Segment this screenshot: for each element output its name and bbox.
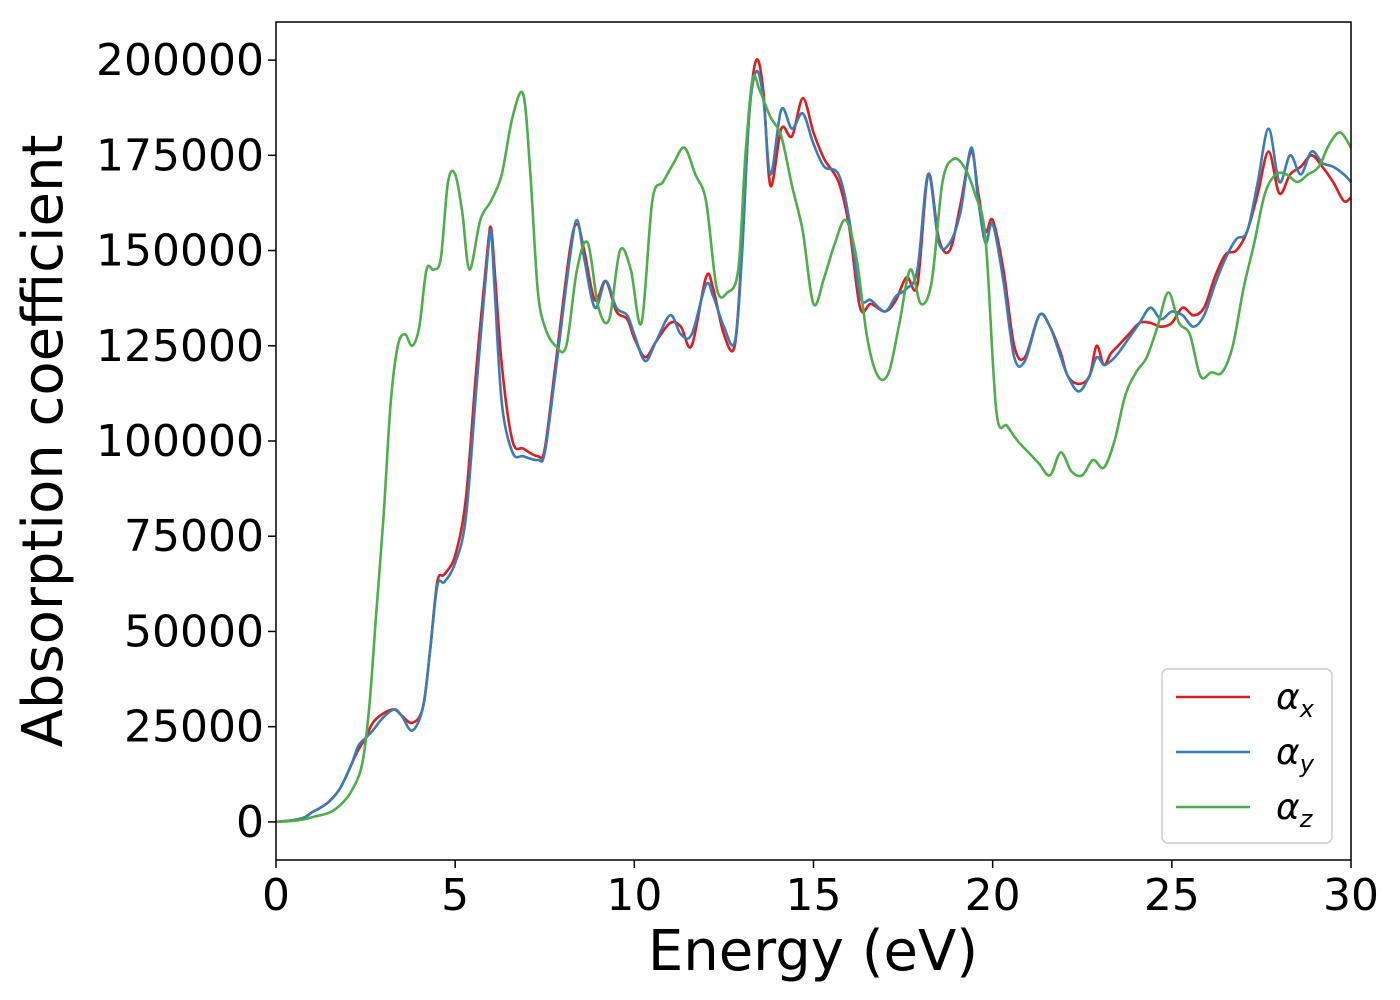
x-tick-label: 30 [1323,870,1379,921]
x-tick-label: 10 [606,870,662,921]
y-tick-label: 75000 [124,511,264,562]
y-tick-label: 200000 [96,35,264,86]
series-line-z [275,74,1353,824]
x-tick-label: 0 [262,870,290,921]
y-tick-label: 125000 [96,321,264,372]
x-tick-label: 25 [1144,870,1200,921]
y-tick-label: 0 [236,797,264,848]
y-tick-label: 175000 [96,130,264,181]
y-axis-title: Absorption coefficient [11,135,76,748]
x-tick-label: 20 [965,870,1021,921]
x-axis-ticks: 0 5 10 15 20 25 30 [262,860,1379,921]
x-tick-label: 5 [441,870,469,921]
y-axis-ticks: 0 25000 50000 75000 100000 125000 150000 175000… [96,35,276,848]
y-tick-label: 100000 [96,416,264,467]
series-line-x [275,57,1352,824]
legend-box [1161,668,1333,844]
x-axis-title: Energy (eV) [648,919,978,984]
series-line-y [275,69,1352,824]
x-tick-label: 15 [786,870,842,921]
y-tick-label: 50000 [124,606,264,657]
y-tick-label: 150000 [96,226,264,277]
y-tick-label: 25000 [124,702,264,753]
series-layer [275,57,1353,824]
